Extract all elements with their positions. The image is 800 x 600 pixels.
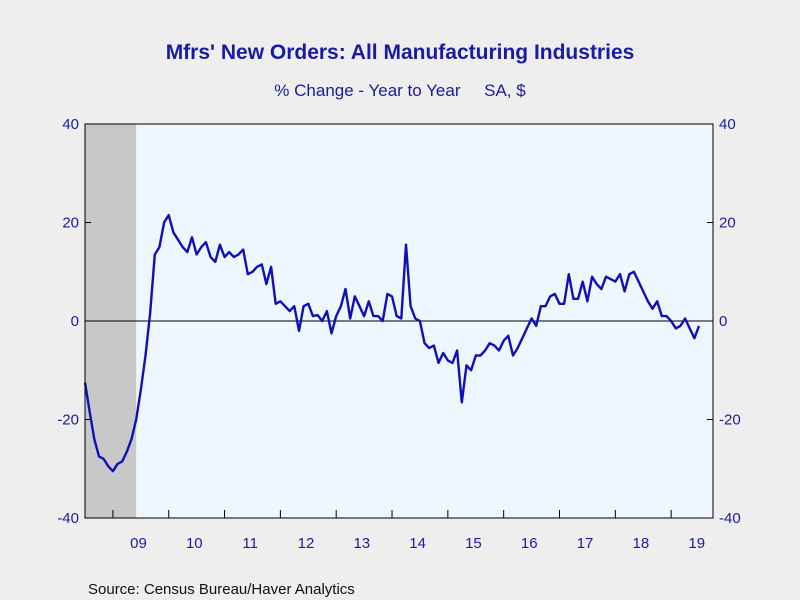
series-layer — [83, 213, 701, 473]
series-line — [83, 213, 701, 473]
x-tick-label: 10 — [186, 535, 203, 552]
x-tick-label: 12 — [298, 535, 315, 552]
y-tick-label-right: 0 — [719, 313, 727, 330]
y-tick-label-left: -40 — [57, 510, 79, 527]
x-tick-label: 17 — [577, 535, 594, 552]
x-tick-label: 13 — [353, 535, 370, 552]
axes-layer: 40 40 20 20 0 0 -20 -20 -40 -40 09 10 11 12 13 14 15 16 17… — [57, 116, 740, 552]
y-tick-label-right: 40 — [719, 116, 736, 133]
y-tick-label-left: -20 — [57, 412, 79, 429]
y-tick-label-right: -20 — [719, 412, 741, 429]
plot-frame — [84, 123, 714, 519]
source-note: Source: Census Bureau/Haver Analytics — [88, 581, 355, 598]
y-tick-label-left: 40 — [62, 116, 79, 133]
chart-subtitle: % Change - Year to Year SA, $ — [274, 81, 526, 100]
y-tick-label-left: 20 — [62, 215, 79, 232]
y-tick-label-right: 20 — [719, 215, 736, 232]
chart-title: Mfrs' New Orders: All Manufacturing Indu… — [166, 41, 635, 64]
x-tick-label: 16 — [521, 535, 538, 552]
x-tick-label: 19 — [688, 535, 705, 552]
x-tick-label: 09 — [130, 535, 147, 552]
y-tick-label-left: 0 — [71, 313, 79, 330]
x-tick-label: 11 — [242, 535, 258, 552]
x-tick-label: 14 — [409, 535, 426, 552]
x-tick-label: 15 — [465, 535, 482, 552]
y-tick-label-right: -40 — [719, 510, 741, 527]
x-tick-label: 18 — [633, 535, 650, 552]
